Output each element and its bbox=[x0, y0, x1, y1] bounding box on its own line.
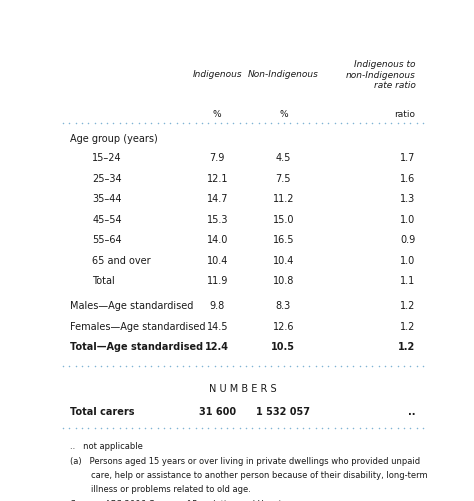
Text: 1 532 057: 1 532 057 bbox=[256, 406, 310, 416]
Text: 14.0: 14.0 bbox=[207, 235, 228, 245]
Text: 10.4: 10.4 bbox=[273, 256, 294, 266]
Text: %: % bbox=[213, 110, 221, 119]
Text: 1.6: 1.6 bbox=[401, 174, 416, 184]
Text: 4.5: 4.5 bbox=[276, 153, 291, 163]
Text: 10.8: 10.8 bbox=[273, 276, 294, 286]
Text: 15.0: 15.0 bbox=[273, 215, 294, 225]
Text: ..   not applicable: .. not applicable bbox=[70, 442, 143, 451]
Text: 10.5: 10.5 bbox=[271, 342, 295, 352]
Text: 35–44: 35–44 bbox=[92, 194, 122, 204]
Text: Indigenous to
non-Indigenous
rate ratio: Indigenous to non-Indigenous rate ratio bbox=[346, 60, 416, 90]
Text: 1.7: 1.7 bbox=[400, 153, 416, 163]
Text: 14.5: 14.5 bbox=[207, 322, 228, 332]
Text: illness or problems related to old age.: illness or problems related to old age. bbox=[70, 485, 251, 494]
Text: 16.5: 16.5 bbox=[273, 235, 294, 245]
Text: (a)   Persons aged 15 years or over living in private dwellings who provided unp: (a) Persons aged 15 years or over living… bbox=[70, 457, 420, 466]
Text: ratio: ratio bbox=[394, 110, 416, 119]
Text: 9.8: 9.8 bbox=[210, 301, 225, 311]
Text: 55–64: 55–64 bbox=[92, 235, 122, 245]
Text: N U M B E R S: N U M B E R S bbox=[209, 384, 277, 394]
Text: 25–34: 25–34 bbox=[92, 174, 122, 184]
Text: Females—Age standardised: Females—Age standardised bbox=[70, 322, 206, 332]
Text: Total: Total bbox=[92, 276, 115, 286]
Text: 12.6: 12.6 bbox=[273, 322, 294, 332]
Text: 8.3: 8.3 bbox=[276, 301, 291, 311]
Text: Total—Age standardised: Total—Age standardised bbox=[70, 342, 203, 352]
Text: 7.9: 7.9 bbox=[210, 153, 225, 163]
Text: Source: ABS 2006 Census of Population and Housing: Source: ABS 2006 Census of Population an… bbox=[70, 499, 291, 501]
Text: 7.5: 7.5 bbox=[275, 174, 291, 184]
Text: 1.2: 1.2 bbox=[400, 322, 416, 332]
Text: ..: .. bbox=[408, 406, 416, 416]
Text: 45–54: 45–54 bbox=[92, 215, 122, 225]
Text: Age group (years): Age group (years) bbox=[70, 134, 158, 144]
Text: 1.2: 1.2 bbox=[398, 342, 416, 352]
Text: 31 600: 31 600 bbox=[199, 406, 236, 416]
Text: 10.4: 10.4 bbox=[207, 256, 228, 266]
Text: 15.3: 15.3 bbox=[207, 215, 228, 225]
Text: 1.0: 1.0 bbox=[401, 256, 416, 266]
Text: 1.0: 1.0 bbox=[401, 215, 416, 225]
Text: 0.9: 0.9 bbox=[401, 235, 416, 245]
Text: 1.1: 1.1 bbox=[401, 276, 416, 286]
Text: 65 and over: 65 and over bbox=[92, 256, 151, 266]
Text: Non-Indigenous: Non-Indigenous bbox=[248, 70, 319, 79]
Text: Indigenous: Indigenous bbox=[192, 70, 242, 79]
Text: 11.9: 11.9 bbox=[207, 276, 228, 286]
Text: 1.2: 1.2 bbox=[400, 301, 416, 311]
Text: 14.7: 14.7 bbox=[207, 194, 228, 204]
Text: 1.3: 1.3 bbox=[401, 194, 416, 204]
Text: 12.4: 12.4 bbox=[205, 342, 229, 352]
Text: 11.2: 11.2 bbox=[273, 194, 294, 204]
Text: Total carers: Total carers bbox=[70, 406, 135, 416]
Text: 15–24: 15–24 bbox=[92, 153, 122, 163]
Text: Males—Age standardised: Males—Age standardised bbox=[70, 301, 194, 311]
Text: %: % bbox=[279, 110, 288, 119]
Text: 12.1: 12.1 bbox=[207, 174, 228, 184]
Text: care, help or assistance to another person because of their disability, long-ter: care, help or assistance to another pers… bbox=[70, 471, 428, 480]
